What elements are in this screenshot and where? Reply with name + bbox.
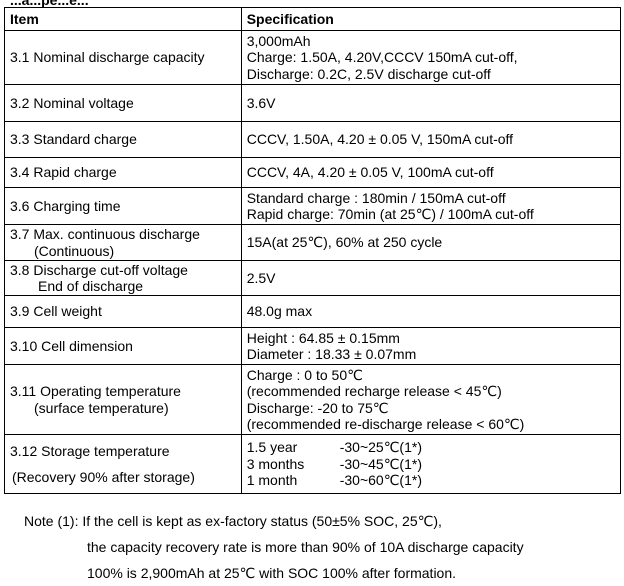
spec-cell: 3,000mAh Charge: 1.50A, 4.20V,CCCV 150mA… xyxy=(240,30,622,85)
item-cell: 3.9 Cell weight xyxy=(4,295,242,328)
specification-table: Item Specification 3.1 Nominal discharge… xyxy=(4,7,622,494)
table-row: 3.4 Rapid charge CCCV, 4A, 4.20 ± 0.05 V… xyxy=(4,157,622,188)
spec-line: 3,000mAh xyxy=(246,32,311,49)
item-label: 3.9 Cell weight xyxy=(10,303,102,320)
spec-line: Charge : 0 to 50℃ xyxy=(246,366,363,383)
spec-cell: CCCV, 4A, 4.20 ± 0.05 V, 100mA cut-off xyxy=(240,157,622,188)
spec-cell: CCCV, 1.50A, 4.20 ± 0.05 V, 150mA cut-of… xyxy=(240,121,622,158)
table-row: 3.7 Max. continuous discharge (Continuou… xyxy=(4,224,622,261)
spec-cell: 2.5V xyxy=(240,260,622,296)
footnote-line: Note (1): If the cell is kept as ex-fact… xyxy=(24,513,442,529)
table-row: 3.8 Discharge cut-off voltage End of dis… xyxy=(4,260,622,296)
spec-line: Height : 64.85 ± 0.15mm xyxy=(246,329,400,346)
footnote-line: 100% is 2,900mAh at 25℃ with SOC 100% af… xyxy=(87,565,457,581)
storage-range: -30~25℃(1*) xyxy=(339,439,422,456)
storage-period: 1 month xyxy=(246,472,298,489)
item-label: 3.4 Rapid charge xyxy=(10,164,117,181)
item-label: 3.7 Max. continuous discharge xyxy=(10,226,200,242)
storage-period: 1.5 year xyxy=(246,439,298,456)
table-row: 3.2 Nominal voltage 3.6V xyxy=(4,84,622,122)
item-label-sub: (surface temperature) xyxy=(34,399,169,416)
table-row: 3.6 Charging time Standard charge : 180m… xyxy=(4,187,622,225)
table-row: 3.3 Standard charge CCCV, 1.50A, 4.20 ± … xyxy=(4,121,622,158)
spec-cell: 1.5 year -30~25℃(1*) 3 months -30~45℃(1*… xyxy=(240,434,622,494)
item-cell: 3.6 Charging time xyxy=(4,187,242,225)
spec-line: 3.6V xyxy=(246,94,276,111)
cut-off-heading: ...a...pe...e... xyxy=(10,0,89,8)
spec-cell: Standard charge : 180min / 150mA cut-off… xyxy=(240,187,622,225)
item-label: 3.10 Cell dimension xyxy=(10,337,133,354)
spec-line: Charge: 1.50A, 4.20V,CCCV 150mA cut-off, xyxy=(246,49,518,66)
footnote: Note (1): If the cell is kept as ex-fact… xyxy=(24,508,524,586)
table-row: 3.11 Operating temperature (surface temp… xyxy=(4,364,622,435)
column-header-specification: Specification xyxy=(240,7,622,31)
spec-cell: Charge : 0 to 50℃ (recommended recharge … xyxy=(240,364,622,435)
item-cell: 3.11 Operating temperature (surface temp… xyxy=(4,364,242,435)
spec-line: 2.5V xyxy=(246,269,276,286)
item-label: 3.2 Nominal voltage xyxy=(10,94,134,111)
table-row: 3.12 Storage temperature (Recovery 90% a… xyxy=(4,434,622,494)
spec-line: Discharge: 0.2C, 2.5V discharge cut-off xyxy=(246,65,491,82)
table-header-row: Item Specification xyxy=(4,7,622,31)
spec-cell: 3.6V xyxy=(240,84,622,122)
item-cell: 3.12 Storage temperature (Recovery 90% a… xyxy=(4,434,242,494)
spec-cell: 15A(at 25℃), 60% at 250 cycle xyxy=(240,224,622,261)
item-label: 3.12 Storage temperature xyxy=(10,443,170,459)
item-label: 3.6 Charging time xyxy=(10,197,121,214)
spec-line: Standard charge : 180min / 150mA cut-off xyxy=(246,189,506,206)
item-label: 3.11 Operating temperature xyxy=(10,383,181,399)
spec-line: Diameter : 18.33 ± 0.07mm xyxy=(246,346,417,362)
storage-period: 3 months xyxy=(246,455,305,472)
item-cell: 3.10 Cell dimension xyxy=(4,327,242,365)
item-cell: 3.2 Nominal voltage xyxy=(4,84,242,122)
column-header-item: Item xyxy=(4,7,242,31)
item-cell: 3.4 Rapid charge xyxy=(4,157,242,188)
storage-grid: 1.5 year -30~25℃(1*) 3 months -30~45℃(1*… xyxy=(247,439,615,489)
spec-line: CCCV, 4A, 4.20 ± 0.05 V, 100mA cut-off xyxy=(246,164,494,181)
spec-cell: Height : 64.85 ± 0.15mm Diameter : 18.33… xyxy=(240,327,622,365)
item-cell: 3.3 Standard charge xyxy=(4,121,242,158)
spec-line: CCCV, 1.50A, 4.20 ± 0.05 V, 150mA cut-of… xyxy=(246,131,514,148)
table-row: 3.10 Cell dimension Height : 64.85 ± 0.1… xyxy=(4,327,622,365)
spec-line: 15A(at 25℃), 60% at 250 cycle xyxy=(246,234,443,251)
table-row: 3.9 Cell weight 48.0g max xyxy=(4,295,622,328)
item-label-sub: (Recovery 90% after storage) xyxy=(12,468,195,485)
spec-line: 48.0g max xyxy=(246,303,313,320)
item-cell: 3.7 Max. continuous discharge (Continuou… xyxy=(4,224,242,261)
item-label: 3.3 Standard charge xyxy=(10,131,137,148)
spec-cell: 48.0g max xyxy=(240,295,622,328)
spec-line: (recommended re-discharge release < 60℃) xyxy=(246,416,525,432)
spec-line: Rapid charge: 70min (at 25℃) / 100mA cut… xyxy=(246,206,534,222)
storage-range: -30~60℃(1*) xyxy=(339,472,422,489)
spec-line: (recommended recharge release < 45℃) xyxy=(246,383,502,399)
item-cell: 3.1 Nominal discharge capacity xyxy=(4,30,242,85)
item-label: 3.1 Nominal discharge capacity xyxy=(10,49,205,66)
storage-range: -30~45℃(1*) xyxy=(339,455,422,472)
item-cell: 3.8 Discharge cut-off voltage End of dis… xyxy=(4,260,242,296)
item-label-sub: (Continuous) xyxy=(34,242,115,259)
item-label-sub: End of discharge xyxy=(38,278,144,294)
item-label: 3.8 Discharge cut-off voltage xyxy=(10,261,188,278)
footnote-line: the capacity recovery rate is more than … xyxy=(87,539,524,555)
spec-line: Discharge: -20 to 75℃ xyxy=(246,399,389,416)
table-row: 3.1 Nominal discharge capacity 3,000mAh … xyxy=(4,30,622,85)
